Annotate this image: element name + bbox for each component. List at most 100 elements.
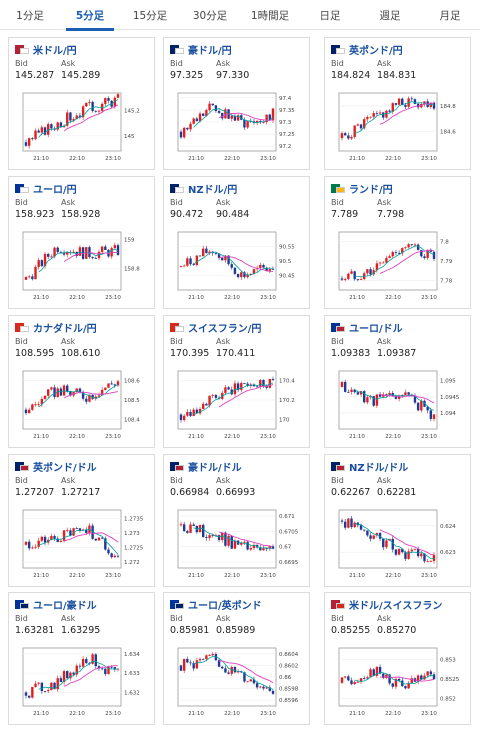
ask-label: Ask [377,476,392,485]
candle [369,116,372,118]
bid-label: Bid [331,198,344,207]
pair-link[interactable]: 英ポンド/ドル [33,462,97,474]
candle [214,395,218,398]
candle [195,255,199,266]
pair-link[interactable]: カナダドル/円 [33,323,97,335]
candle [391,103,394,112]
mini-chart[interactable]: 1.095 1.0945 1.094 21:10 22:10 23:10 [329,367,467,443]
candle [347,676,350,681]
tab-6[interactable]: 週足 [379,9,401,22]
pair-link[interactable]: ランド/円 [349,184,393,196]
y-tick-label: 7.78 [440,278,453,284]
y-tick-label: 108.6 [124,379,140,385]
candle [404,104,407,107]
candle [350,518,353,528]
pair-link[interactable]: 米ドル/スイスフラン [349,600,443,612]
rate-card[interactable]: 米ドル/円 Bid Ask 145.287 145.289 145.2 145 21:10 22… [8,37,155,170]
candle [394,252,398,253]
pair-link[interactable]: 米ドル/円 [33,45,77,57]
mini-chart[interactable]: 0.8604 0.8602 0.86 0.8598 0.8596 21:10 22:10 23… [168,644,306,720]
pair-link[interactable]: NZドル/円 [188,184,238,196]
ask-label: Ask [216,476,231,485]
rate-card[interactable]: ユーロ/ドル Bid Ask 1.09383 1.09387 1.095 1.0945 1.0… [324,315,471,448]
rate-card[interactable]: 米ドル/スイスフラン Bid Ask 0.85255 0.85270 0.853 0.852… [324,592,471,725]
candle [31,138,34,140]
x-tick-label: 23:10 [105,434,121,440]
candle [227,255,230,265]
flag-quote-icon [175,186,184,193]
y-tick-label: 0.86 [279,675,292,681]
candlestick-chart: 97.4 97.35 97.3 97.25 97.2 21:10 22:10 23:10 [177,92,295,162]
candle [40,398,44,405]
mini-chart[interactable]: 108.6 108.5 108.4 21:10 22:10 23:10 [13,367,151,443]
y-tick-label: 184.6 [440,130,456,136]
candle [94,110,97,112]
bid-value: 170.395 [170,348,210,359]
pair-link[interactable]: スイスフラン/円 [188,323,262,335]
rate-card[interactable]: 英ポンド/ドル Bid Ask 1.27207 1.27217 1.2735 1.273 1.… [8,454,155,587]
tab-5[interactable]: 日足 [319,9,341,22]
pair-link[interactable]: ユーロ/英ポンド [188,600,262,612]
rate-card[interactable]: 英ポンド/円 Bid Ask 184.824 184.831 184.8 184.6 21:1… [324,37,471,170]
candle [243,119,246,128]
tab-4[interactable]: 1時間足 [250,9,290,22]
x-tick-label: 21:10 [188,573,204,579]
tab-7[interactable]: 月足 [439,9,461,22]
pair-link[interactable]: 英ポンド/円 [349,45,403,57]
rate-card[interactable]: 豪ドル/ドル Bid Ask 0.66984 0.66993 0.671 0.6705 0.6… [163,454,310,587]
mini-chart[interactable]: 184.8 184.6 21:10 22:10 23:10 [329,89,467,165]
tab-3[interactable]: 30分足 [192,9,228,22]
rate-card[interactable]: スイスフラン/円 Bid Ask 170.395 170.411 170.4 170.2 17… [163,315,310,448]
mini-chart[interactable]: 0.853 0.8525 0.852 21:10 22:10 23:10 [329,644,467,720]
rate-card[interactable]: ユーロ/円 Bid Ask 158.923 158.928 159 158.8 21:10 22… [8,176,155,309]
tab-2[interactable]: 15分足 [132,9,168,22]
mini-chart[interactable]: 170.4 170.2 170 21:10 22:10 23:10 [168,367,306,443]
mini-chart[interactable]: 0.624 0.623 21:10 22:10 23:10 [329,506,467,582]
pair-link[interactable]: ユーロ/豪ドル [33,600,97,612]
pair-link[interactable]: ユーロ/円 [33,184,77,196]
bid-label: Bid [15,337,28,346]
tab-1[interactable]: 5分足 [60,0,120,31]
y-tick-label: 97.2 [279,144,291,150]
pair-link[interactable]: ユーロ/ドル [349,323,403,335]
rate-card[interactable]: ランド/円 Bid Ask 7.789 7.798 7.8 7.79 7.78 21:10 22:… [324,176,471,309]
pair-link[interactable]: 豪ドル/ドル [188,462,242,474]
candle [34,266,37,280]
candle [227,672,230,674]
rate-card[interactable]: 豪ドル/円 Bid Ask 97.325 97.330 97.4 97.35 97.3 97.2… [163,37,310,170]
candle [385,540,388,548]
pair-link[interactable]: NZドル/ドル [349,462,409,474]
candle [116,94,120,98]
pair-link[interactable]: 豪ドル/円 [188,45,232,57]
mini-chart[interactable]: 145.2 145 21:10 22:10 23:10 [13,89,151,165]
candle [113,245,117,249]
mini-chart[interactable]: 159 158.8 21:10 22:10 23:10 [13,228,151,304]
candle [56,538,59,543]
y-tick-label: 0.852 [440,696,456,702]
rate-card[interactable]: ユーロ/英ポンド Bid Ask 0.85981 0.85989 0.8604 0.8602… [163,592,310,725]
mini-chart[interactable]: 0.671 0.6705 0.67 0.6695 21:10 22:10 23:10 [168,506,306,582]
bid-label: Bid [170,337,183,346]
candle [429,671,433,675]
rate-card[interactable]: NZドル/ドル Bid Ask 0.62267 0.62281 0.624 0.623 21:… [324,454,471,587]
rate-card[interactable]: NZドル/円 Bid Ask 90.472 90.484 90.55 90.5 90.45 21… [163,176,310,309]
candle [85,659,88,664]
candle [31,547,34,549]
mini-chart[interactable]: 90.55 90.5 90.45 21:10 22:10 23:10 [168,228,306,304]
mini-chart[interactable]: 97.4 97.35 97.3 97.25 97.2 21:10 22:10 23:10 [168,89,306,165]
candle [432,414,436,419]
mini-chart[interactable]: 1.2735 1.273 1.2725 1.272 21:10 22:10 23:10 [13,506,151,582]
rate-card[interactable]: ユーロ/豪ドル Bid Ask 1.63281 1.63295 1.634 1.633 1.6… [8,592,155,725]
candle [113,97,117,107]
candle [40,260,44,267]
candle [97,395,101,397]
candle [69,112,72,121]
rate-card[interactable]: カナダドル/円 Bid Ask 108.595 108.610 108.6 108.5 108… [8,315,155,448]
y-tick-label: 7.8 [440,240,449,246]
mini-chart[interactable]: 1.634 1.633 1.632 21:10 22:10 23:10 [13,644,151,720]
candle [40,536,44,541]
tab-0[interactable]: 1分足 [16,9,44,22]
ask-value: 0.66993 [216,487,256,498]
candle [359,124,363,129]
mini-chart[interactable]: 7.8 7.79 7.78 21:10 22:10 23:10 [329,228,467,304]
